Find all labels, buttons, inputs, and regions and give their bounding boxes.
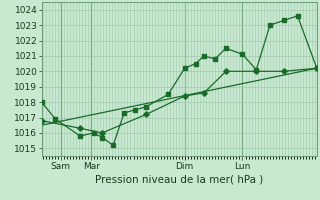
X-axis label: Pression niveau de la mer( hPa ): Pression niveau de la mer( hPa )	[95, 175, 263, 185]
